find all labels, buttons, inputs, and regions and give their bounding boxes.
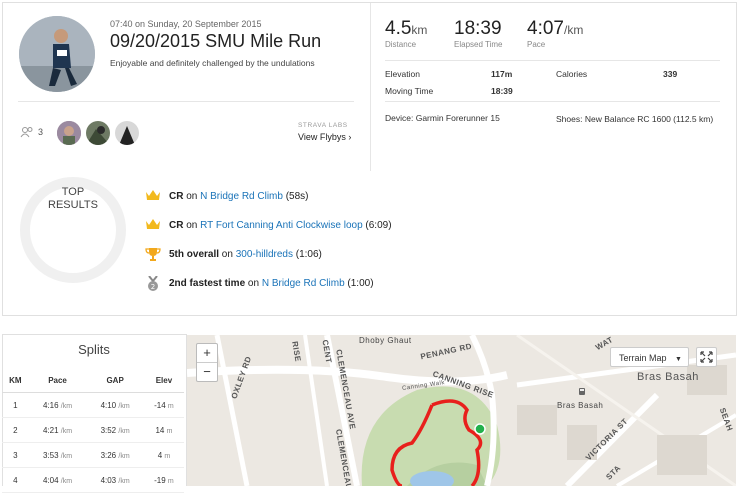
top-results-card xyxy=(2,171,737,316)
kudos-icon[interactable] xyxy=(20,126,34,138)
fullscreen-button[interactable] xyxy=(696,347,717,367)
elapsed-time-stat: 18:39 Elapsed Time xyxy=(454,18,503,49)
splits-title: Splits xyxy=(78,342,110,357)
route-start-marker[interactable] xyxy=(474,423,486,435)
table-row[interactable]: 3 3:53 /km 3:26 /km 4 m xyxy=(2,442,184,468)
svg-text:2: 2 xyxy=(151,283,155,291)
fullscreen-icon xyxy=(700,351,713,363)
column-header: Pace xyxy=(28,368,87,393)
shoes-info: Shoes: New Balance RC 1600 (112.5 km) xyxy=(556,114,714,124)
crown-icon xyxy=(145,189,161,203)
moving-time-value: 18:39 xyxy=(491,86,513,96)
activity-title: 09/20/2015 SMU Mile Run xyxy=(110,31,322,51)
view-flybys-link[interactable]: View Flybys › xyxy=(298,132,352,142)
achievement-row: 2 2nd fastest time on N Bridge Rd Climb … xyxy=(145,275,374,291)
crown-icon xyxy=(145,218,161,232)
route-line xyxy=(431,399,483,486)
trophy-icon xyxy=(145,247,161,261)
map-zoom-control: + − xyxy=(196,343,218,382)
map-label-bras-basah-area: Bras Basah xyxy=(637,371,699,383)
strava-labs-label: STRAVA LABS xyxy=(298,122,348,129)
route-map[interactable]: Dhoby Ghaut PENANG RD CANNING RISE Canni… xyxy=(187,335,736,486)
splits-table: KM Pace GAP Elev 1 4:16 /km 4:10 /km -14… xyxy=(2,368,184,493)
map-label-dhoby: Dhoby Ghaut xyxy=(359,336,412,345)
divider xyxy=(18,101,354,102)
segment-link[interactable]: N Bridge Rd Climb xyxy=(200,190,283,202)
zoom-out-button[interactable]: − xyxy=(203,364,211,379)
top-results-heading: TOP RESULTS xyxy=(48,186,98,211)
activity-description: Enjoyable and definitely challenged by t… xyxy=(110,58,315,68)
device-info: Device: Garmin Forerunner 15 xyxy=(385,113,500,123)
vertical-divider xyxy=(370,3,371,171)
athlete-avatar[interactable] xyxy=(19,16,95,92)
kudo-athlete-avatar[interactable] xyxy=(86,121,110,145)
calories-label: Calories xyxy=(556,69,588,79)
chevron-right-icon: › xyxy=(348,132,352,142)
calories-value: 339 xyxy=(663,69,678,79)
segment-link[interactable]: RT Fort Canning Anti Clockwise loop xyxy=(200,219,363,231)
table-row[interactable]: 1 4:16 /km 4:10 /km -14 m xyxy=(2,392,184,418)
train-station-icon xyxy=(579,388,585,395)
column-header: GAP xyxy=(86,368,144,393)
column-header: Elev xyxy=(143,368,184,393)
divider xyxy=(385,101,720,102)
route-line xyxy=(390,404,434,486)
elevation-label: Elevation xyxy=(385,69,420,79)
divider xyxy=(385,60,720,61)
distance-stat: 4.5km Distance xyxy=(385,18,428,49)
activity-datetime: 07:40 on Sunday, 20 September 2015 xyxy=(110,19,262,29)
caret-down-icon: ▼ xyxy=(675,356,682,363)
laurel-wreath-icon xyxy=(20,177,126,283)
achievement-row: CR on N Bridge Rd Climb (58s) xyxy=(145,189,309,203)
medal-icon: 2 xyxy=(145,275,161,291)
kudo-athlete-avatar[interactable] xyxy=(57,121,81,145)
zoom-in-button[interactable]: + xyxy=(197,344,217,363)
segment-link[interactable]: N Bridge Rd Climb xyxy=(261,277,345,289)
achievement-row: 5th overall on 300-hilldreds (1:06) xyxy=(145,247,322,261)
pace-stat: 4:07/km Pace xyxy=(527,18,584,49)
table-row[interactable]: 2 4:21 /km 3:52 /km 14 m xyxy=(2,417,184,443)
map-label-bras-basah-station: Bras Basah xyxy=(557,401,604,410)
segment-link[interactable]: 300-hilldreds xyxy=(235,248,293,260)
column-header: KM xyxy=(2,368,29,393)
moving-time-label: Moving Time xyxy=(385,86,434,96)
kudos-count[interactable]: 3 xyxy=(38,127,44,137)
map-type-dropdown[interactable]: Terrain Map ▼ xyxy=(610,347,689,367)
elevation-value: 117m xyxy=(491,69,513,79)
kudo-athlete-avatar[interactable] xyxy=(115,121,139,145)
achievement-row: CR on RT Fort Canning Anti Clockwise loo… xyxy=(145,218,392,232)
table-row[interactable]: 4 4:04 /km 4:03 /km -19 m xyxy=(2,467,184,493)
